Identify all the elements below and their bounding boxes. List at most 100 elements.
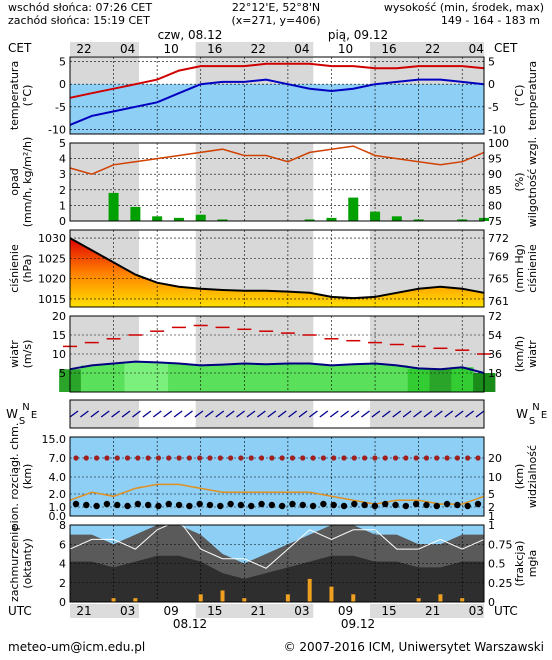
y-tick-left: 0.0 [49, 510, 67, 523]
wind-arrow [277, 410, 287, 418]
cloud-dot [361, 501, 368, 509]
fog-bar [307, 578, 312, 602]
y-tick-right: 10 [488, 471, 502, 484]
cloud-dot [124, 502, 131, 510]
height-values: 149 - 164 - 183 m [441, 14, 540, 27]
fog-bar [285, 594, 290, 602]
y-tick-right: 1 [488, 519, 495, 532]
cloud-dot [475, 455, 481, 461]
cloud-dot [300, 455, 306, 461]
wind-arrow [371, 410, 381, 418]
wind-arrow [215, 410, 225, 418]
wind-arrow [381, 410, 391, 418]
y-tick-left: -5 [55, 101, 66, 114]
bottom-day1: 08.12 [173, 617, 207, 631]
wind-fill [429, 369, 452, 392]
precip-bar [348, 197, 359, 221]
cloud-dot [402, 502, 410, 510]
panel-frame [69, 56, 485, 135]
footer-email[interactable]: meteo-um@icm.edu.pl [8, 640, 145, 654]
panels: 50-5-1050-5-1054321010095908580751030102… [6, 56, 547, 609]
compass-n-right: N [532, 402, 539, 413]
y-tick-left: -10 [48, 123, 66, 136]
wind-arrow [236, 410, 245, 418]
panel-unit-left: (mm/h, kg/m²/h) [21, 137, 34, 228]
panel-frame [69, 142, 485, 222]
y-tick-right: 72 [488, 310, 502, 323]
cloud-dot [155, 455, 162, 461]
cloud-dot [392, 455, 399, 461]
cloud-dot [269, 455, 275, 461]
cloud-dot [299, 501, 306, 509]
cloud-dot [73, 455, 79, 461]
fog-bar [460, 598, 465, 602]
cloud-dot [372, 455, 378, 461]
y-tick-left: 2.0 [49, 488, 67, 501]
wind-fill [80, 365, 104, 392]
axis-labels: temperatura (°C) temperatura(°C)opad (mm/h,… [8, 61, 539, 602]
panel-frame [69, 524, 485, 603]
sky-fill [70, 437, 484, 516]
humidity-line [69, 145, 485, 175]
wind-fill [385, 365, 409, 392]
precip-bar [152, 216, 163, 221]
panel-clouds: 15.0 7.0 4.0 2.01.00.0 20 10 521 [42, 433, 503, 523]
wind-arrow [361, 410, 370, 418]
y-tick-left: 5 [59, 367, 66, 380]
cloud-dot [351, 455, 357, 461]
panel-unit-left: (°C) [21, 85, 34, 107]
wind-arrow [454, 410, 464, 418]
y-tick-right: 761 [488, 295, 509, 308]
cloud-dot [196, 500, 203, 508]
wind-arrow [267, 410, 277, 418]
cloud-dot [268, 501, 276, 509]
y-tick-right: 90 [488, 168, 502, 181]
wind-arrow [225, 410, 235, 418]
panel-wind: 20 15 10 5 72 54 36 18 [52, 310, 502, 393]
y-tick-left: 5 [59, 137, 66, 150]
y-tick-left: 20 [52, 310, 66, 323]
y-tick-left: 1015 [38, 293, 66, 306]
pressure-area [70, 238, 484, 307]
panel-frame [69, 436, 485, 517]
y-tick-left: 5 [59, 56, 66, 69]
compass-e-right: E [541, 410, 547, 421]
wind-arrow [256, 410, 266, 418]
y-tick-right: 0.75 [488, 538, 513, 551]
y-tick-left: 4.0 [49, 471, 67, 484]
panel-wind-direction: W NSE W NSE [6, 399, 547, 429]
top-hour-label: 16 [381, 42, 396, 56]
compass-s-left: S [19, 416, 25, 427]
wind-arrow [340, 410, 350, 418]
precip-bar [413, 219, 424, 221]
precip-bar [391, 216, 402, 221]
y-tick-left: 10 [52, 348, 66, 361]
wind-arrow [413, 410, 422, 418]
wind-arrow [163, 410, 173, 418]
panel-label-right: ciśnienie [526, 244, 539, 293]
wind-arrow [402, 410, 412, 418]
low-cloud-area [70, 555, 484, 602]
cloud-dot [83, 501, 90, 509]
cloud-dot [340, 502, 348, 510]
wind-fill [298, 363, 322, 392]
visibility-line [69, 483, 485, 505]
fog-bar [220, 590, 225, 602]
panel-label-right: widzialność [526, 445, 539, 508]
bottom-band-day [139, 604, 196, 618]
panel-label-left: pion. rozciągł. chm. [8, 423, 21, 531]
compass-w-left: W [6, 407, 18, 421]
cloud-dot [454, 455, 460, 461]
wind-line [69, 360, 485, 374]
bottom-hour-label: 15 [207, 604, 222, 618]
panel-frame [69, 229, 485, 308]
top-hour-label: 22 [425, 42, 440, 56]
cloud-dot [186, 502, 193, 510]
precip-bar [457, 219, 468, 221]
cloud-dot [434, 455, 440, 461]
top-band-day [313, 42, 370, 56]
top-band-day [139, 42, 196, 56]
y-tick-right: 1 [488, 510, 495, 523]
bottom-hour-label: 15 [381, 604, 396, 618]
y-tick-right: 75 [488, 215, 502, 228]
